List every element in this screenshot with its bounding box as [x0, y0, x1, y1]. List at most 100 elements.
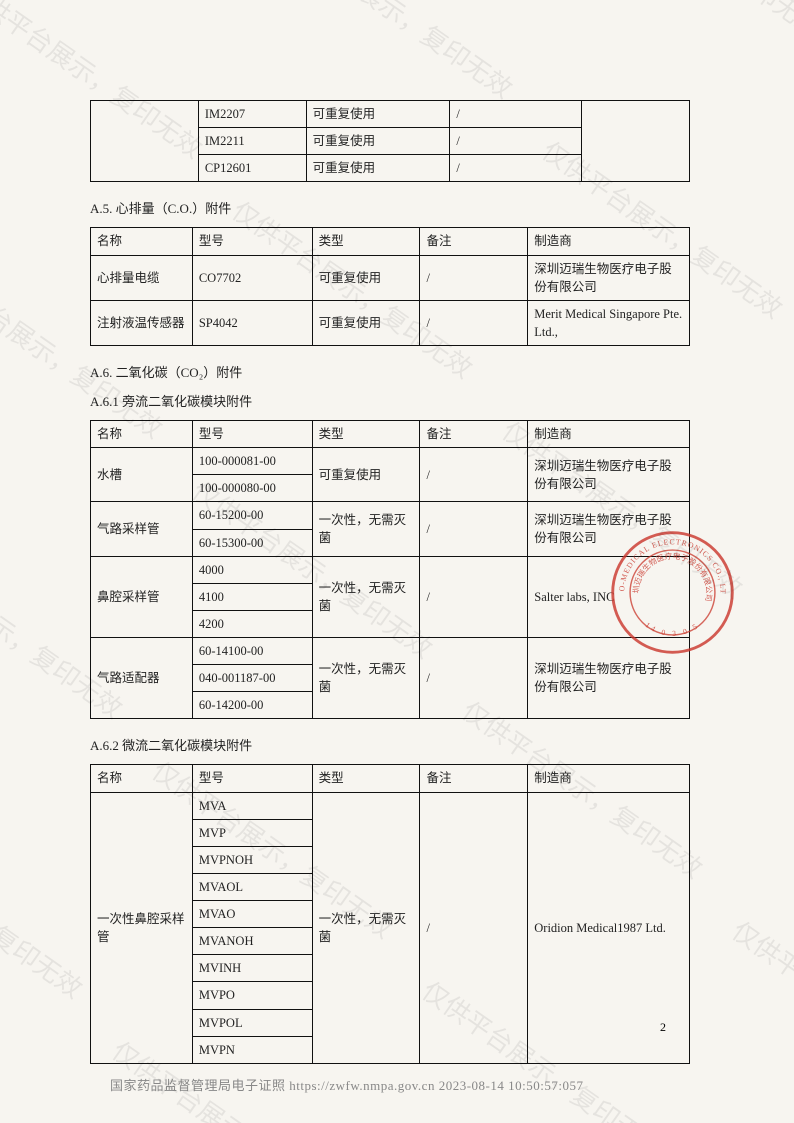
cell-model: SP4042 [192, 300, 312, 345]
watermark-text: 仅供平台展示，复印无效 [265, 0, 521, 106]
th-mfr: 制造商 [528, 228, 690, 255]
th-note: 备注 [420, 228, 528, 255]
cell-model: MVPN [192, 1036, 312, 1063]
cell-model: 4200 [192, 610, 312, 637]
cell-model: 60-15300-00 [192, 529, 312, 556]
table-header-row: 名称 型号 类型 备注 制造商 [91, 228, 690, 255]
cell-model: MVAOL [192, 873, 312, 900]
cell-model: 4000 [192, 556, 312, 583]
cell-name: 一次性鼻腔采样管 [91, 792, 193, 1063]
table-a5: 名称 型号 类型 备注 制造商 心排量电缆 CO7702 可重复使用 / 深圳迈… [90, 227, 690, 346]
cell-model: 100-000081-00 [192, 448, 312, 475]
table-row: 气路适配器 60-14100-00 一次性，无需灭菌 / 深圳迈瑞生物医疗电子股… [91, 638, 690, 665]
cell-model: 60-15200-00 [192, 502, 312, 529]
cell-model: MVPOL [192, 1009, 312, 1036]
th-model: 型号 [192, 421, 312, 448]
cell-note: / [420, 502, 528, 556]
table-header-row: 名称 型号 类型 备注 制造商 [91, 421, 690, 448]
page-number: 2 [660, 1020, 666, 1035]
cell-model: MVANOH [192, 928, 312, 955]
cell-model: MVPNOH [192, 846, 312, 873]
cell-mfr: 深圳迈瑞生物医疗电子股份有限公司 [528, 502, 690, 556]
page-content: IM2207 可重复使用 / IM2211 可重复使用 / CP12601 可重… [90, 100, 690, 1080]
table-a61: 名称 型号 类型 备注 制造商 水槽 100-000081-00 可重复使用 /… [90, 420, 690, 719]
watermark-text: 仅供平台展示，复印无效 [725, 911, 794, 1105]
cell-model: 60-14100-00 [192, 638, 312, 665]
th-type: 类型 [312, 228, 420, 255]
th-model: 型号 [192, 228, 312, 255]
section-a6-title: A.6. 二氧化碳（CO₂）附件 [90, 362, 690, 381]
th-type: 类型 [312, 765, 420, 792]
cell-model: MVA [192, 792, 312, 819]
th-name: 名称 [91, 421, 193, 448]
th-name: 名称 [91, 765, 193, 792]
table-row: 气路采样管 60-15200-00 一次性，无需灭菌 / 深圳迈瑞生物医疗电子股… [91, 502, 690, 529]
cell-type: 一次性，无需灭菌 [312, 502, 420, 556]
cell-type: 一次性，无需灭菌 [312, 638, 420, 719]
cell-note: / [450, 155, 582, 182]
section-a62-title: A.6.2 微流二氧化碳模块附件 [90, 735, 690, 754]
cell-type: 可重复使用 [306, 101, 450, 128]
cell-type: 一次性，无需灭菌 [312, 792, 420, 1063]
cell-empty [582, 101, 690, 182]
footer-text: 国家药品监督管理局电子证照 https://zwfw.nmpa.gov.cn 2… [110, 1075, 583, 1094]
cell-empty [91, 101, 199, 182]
cell-note: / [420, 300, 528, 345]
cell-note: / [420, 556, 528, 637]
cell-name: 气路采样管 [91, 502, 193, 556]
th-note: 备注 [420, 421, 528, 448]
th-note: 备注 [420, 765, 528, 792]
cell-name: 鼻腔采样管 [91, 556, 193, 637]
cell-type: 可重复使用 [312, 300, 420, 345]
cell-model: 040-001187-00 [192, 665, 312, 692]
cell-model: CP12601 [198, 155, 306, 182]
cell-type: 可重复使用 [312, 255, 420, 300]
table-row: IM2207 可重复使用 / [91, 101, 690, 128]
th-name: 名称 [91, 228, 193, 255]
table-row: 心排量电缆 CO7702 可重复使用 / 深圳迈瑞生物医疗电子股份有限公司 [91, 255, 690, 300]
cell-mfr: 深圳迈瑞生物医疗电子股份有限公司 [528, 448, 690, 502]
cell-note: / [450, 101, 582, 128]
cell-model: 100-000080-00 [192, 475, 312, 502]
table-a62: 名称 型号 类型 备注 制造商 一次性鼻腔采样管 MVA 一次性，无需灭菌 / … [90, 764, 690, 1063]
cell-model: MVPO [192, 982, 312, 1009]
cell-mfr: 深圳迈瑞生物医疗电子股份有限公司 [528, 638, 690, 719]
cell-name: 水槽 [91, 448, 193, 502]
cell-note: / [450, 128, 582, 155]
cell-note: / [420, 638, 528, 719]
cell-name: 心排量电缆 [91, 255, 193, 300]
cell-mfr: Salter labs, INC [528, 556, 690, 637]
cell-note: / [420, 255, 528, 300]
section-a5-title: A.5. 心排量（C.O.）附件 [90, 198, 690, 217]
table-top-continuation: IM2207 可重复使用 / IM2211 可重复使用 / CP12601 可重… [90, 100, 690, 182]
cell-note: / [420, 448, 528, 502]
cell-mfr: 深圳迈瑞生物医疗电子股份有限公司 [528, 255, 690, 300]
cell-model: MVP [192, 819, 312, 846]
cell-type: 可重复使用 [306, 128, 450, 155]
cell-name: 注射液温传感器 [91, 300, 193, 345]
table-header-row: 名称 型号 类型 备注 制造商 [91, 765, 690, 792]
table-row: 水槽 100-000081-00 可重复使用 / 深圳迈瑞生物医疗电子股份有限公… [91, 448, 690, 475]
table-row: 注射液温传感器 SP4042 可重复使用 / Merit Medical Sin… [91, 300, 690, 345]
cell-note: / [420, 792, 528, 1063]
cell-name: 气路适配器 [91, 638, 193, 719]
th-mfr: 制造商 [528, 421, 690, 448]
cell-model: 4100 [192, 583, 312, 610]
cell-model: IM2207 [198, 101, 306, 128]
cell-model: MVINH [192, 955, 312, 982]
cell-type: 一次性，无需灭菌 [312, 556, 420, 637]
watermark-text: 仅供平台展示，复印无效 [0, 811, 91, 1005]
cell-model: IM2211 [198, 128, 306, 155]
cell-type: 可重复使用 [312, 448, 420, 502]
section-a61-title: A.6.1 旁流二氧化碳模块附件 [90, 391, 690, 410]
th-type: 类型 [312, 421, 420, 448]
cell-model: MVAO [192, 901, 312, 928]
th-mfr: 制造商 [528, 765, 690, 792]
cell-mfr: Merit Medical Singapore Pte. Ltd., [528, 300, 690, 345]
cell-type: 可重复使用 [306, 155, 450, 182]
watermark-text: 仅供平台展示，复印无效 [575, 0, 794, 46]
cell-model: 60-14200-00 [192, 692, 312, 719]
table-row: 鼻腔采样管 4000 一次性，无需灭菌 / Salter labs, INC [91, 556, 690, 583]
th-model: 型号 [192, 765, 312, 792]
table-row: 一次性鼻腔采样管 MVA 一次性，无需灭菌 / Oridion Medical1… [91, 792, 690, 819]
